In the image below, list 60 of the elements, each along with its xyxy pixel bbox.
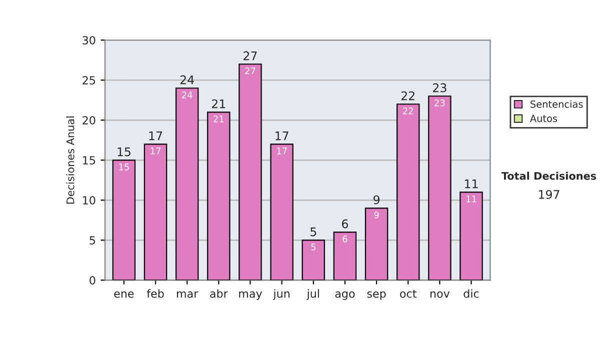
data-label: 9 xyxy=(374,212,379,218)
data-label: 23 xyxy=(434,99,445,106)
bar xyxy=(112,160,136,280)
total-label: 27 xyxy=(244,51,257,60)
legend-label: Sentencias xyxy=(530,100,583,108)
x-tick-label: dic xyxy=(464,289,479,298)
data-label: 6 xyxy=(342,236,348,242)
data-label: 21 xyxy=(214,115,224,122)
x-tick-label: feb xyxy=(146,289,164,298)
data-label: 17 xyxy=(150,148,160,154)
legend-label: Autos xyxy=(530,114,558,122)
total-label: 5 xyxy=(310,227,316,236)
y-tick-label: 5 xyxy=(90,236,95,245)
x-tick-label: sep xyxy=(367,291,386,300)
x-tick-label: abr xyxy=(210,289,228,298)
x-tick-label: jul xyxy=(306,289,319,300)
bar xyxy=(270,144,294,280)
bar xyxy=(207,112,230,280)
y-tick-label: 10 xyxy=(83,196,96,205)
y-tick-label: 30 xyxy=(82,36,96,44)
total-label: 23 xyxy=(433,83,446,92)
x-tick-label: ago xyxy=(335,291,355,300)
y-axis-title: Decisiones Anual xyxy=(66,116,74,204)
x-tick-label: mar xyxy=(177,291,198,298)
total-label: 24 xyxy=(180,75,194,84)
bar xyxy=(302,240,325,280)
bar xyxy=(460,192,483,280)
total-label: 21 xyxy=(212,99,226,108)
data-label: 22 xyxy=(403,107,413,114)
x-tick-label: nov xyxy=(430,291,450,298)
data-label: 17 xyxy=(277,148,287,154)
total-label: 6 xyxy=(342,219,348,228)
data-label: 24 xyxy=(182,91,192,98)
total-label: 11 xyxy=(465,179,478,188)
x-tick-label: jun xyxy=(273,289,290,300)
total-label: 15 xyxy=(118,147,130,156)
text: 197 xyxy=(539,190,560,199)
y-tick-label: 20 xyxy=(82,116,96,125)
data-label: 27 xyxy=(245,67,256,74)
text: Total Decisiones xyxy=(501,172,596,180)
total-label: 17 xyxy=(276,131,288,140)
y-tick-label: 0 xyxy=(90,276,96,285)
data-label: 15 xyxy=(119,164,129,170)
y-tick-label: 25 xyxy=(82,76,95,85)
bar xyxy=(144,144,168,280)
bar xyxy=(238,64,262,280)
y-tick-label: 15 xyxy=(83,156,95,165)
bar xyxy=(175,88,199,280)
total-label: 17 xyxy=(149,131,162,140)
x-tick-label: may xyxy=(239,291,262,300)
data-label: 11 xyxy=(466,196,476,202)
total-label: 9 xyxy=(374,195,380,204)
bar xyxy=(364,208,388,280)
bar xyxy=(333,232,357,280)
bar xyxy=(396,104,420,280)
total-label: 22 xyxy=(401,91,414,100)
x-tick-label: oct xyxy=(400,290,416,298)
data-label: 5 xyxy=(311,244,316,250)
bar xyxy=(428,96,452,280)
x-tick-label: ene xyxy=(114,291,134,298)
